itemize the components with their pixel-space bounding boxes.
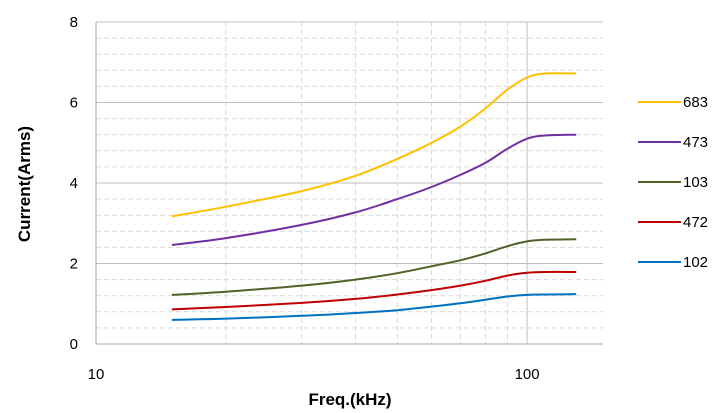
legend-label: 473: [683, 134, 708, 151]
legend-label: 472: [683, 214, 708, 231]
x-axis-title: Freq.(kHz): [308, 390, 391, 409]
y-tick-label: 8: [70, 14, 78, 31]
legend-item: 103: [638, 174, 708, 191]
legend: 683 473 103 472 102: [638, 94, 708, 271]
legend-item: 472: [638, 214, 708, 231]
series-line-473: [171, 133, 577, 246]
legend-label: 103: [683, 174, 708, 191]
series-line-102: [171, 293, 577, 321]
series-layer: [171, 72, 577, 321]
x-tick-label: 10: [88, 366, 105, 383]
legend-item: 473: [638, 134, 708, 151]
legend-item: 102: [638, 254, 708, 271]
series-line-683: [171, 72, 577, 218]
x-tick-labels: 10 100: [88, 366, 540, 383]
x-tick-label: 100: [515, 366, 540, 383]
series-line-472: [171, 270, 577, 311]
legend-item: 683: [638, 94, 708, 111]
y-tick-label: 6: [70, 95, 78, 112]
series-line-103: [171, 238, 577, 296]
y-tick-labels: 0 2 4 6 8: [70, 14, 78, 353]
y-tick-label: 2: [70, 256, 78, 273]
y-tick-label: 4: [70, 175, 78, 192]
legend-label: 683: [683, 94, 708, 111]
y-tick-label: 0: [70, 336, 78, 353]
legend-label: 102: [683, 254, 708, 271]
y-axis-title: Current(Arms): [15, 126, 34, 242]
major-grid: [95, 21, 603, 345]
